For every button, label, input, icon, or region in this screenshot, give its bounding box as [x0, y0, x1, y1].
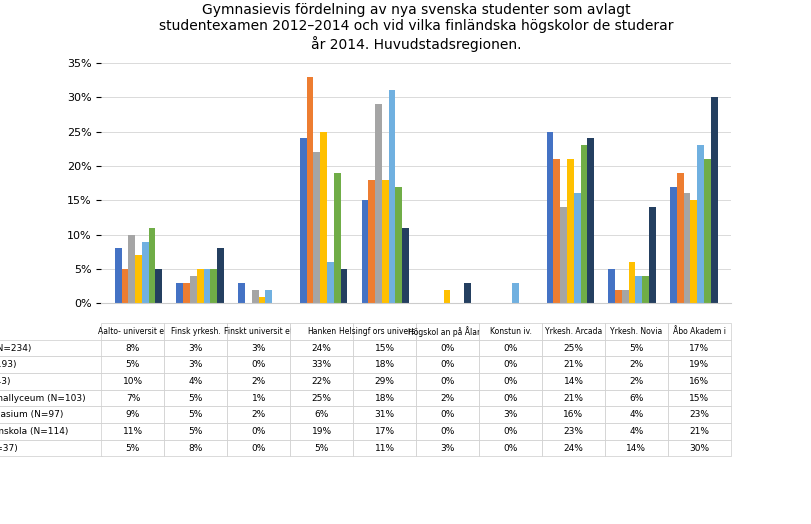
Bar [196, 269, 204, 303]
Bar [628, 262, 635, 303]
Bar [703, 159, 710, 303]
Bar [566, 159, 573, 303]
Bar [135, 255, 142, 303]
Bar [388, 90, 395, 303]
Bar [313, 152, 320, 303]
Bar [586, 138, 594, 303]
Bar [327, 262, 333, 303]
Bar [546, 132, 553, 303]
Bar [648, 207, 655, 303]
Bar [204, 269, 210, 303]
Bar [148, 228, 155, 303]
Bar [368, 180, 375, 303]
Bar [512, 283, 518, 303]
Bar [210, 269, 217, 303]
Bar [642, 276, 648, 303]
Bar [560, 207, 566, 303]
Bar [710, 97, 717, 303]
Bar [142, 242, 148, 303]
Title: Gymnasievis fördelning av nya svenska studenter som avlagt
studentexamen 2012–20: Gymnasievis fördelning av nya svenska st… [159, 3, 672, 52]
Bar [155, 269, 162, 303]
Bar [580, 145, 586, 303]
Bar [395, 187, 401, 303]
Bar [299, 138, 307, 303]
Bar [615, 290, 621, 303]
Bar [381, 180, 388, 303]
Bar [176, 283, 183, 303]
Bar [401, 228, 409, 303]
Bar [340, 269, 347, 303]
Bar [183, 283, 190, 303]
Bar [190, 276, 196, 303]
Bar [122, 269, 128, 303]
Bar [443, 290, 450, 303]
Bar [689, 200, 697, 303]
Bar [676, 173, 683, 303]
Bar [375, 104, 381, 303]
Bar [307, 77, 313, 303]
Bar [333, 173, 340, 303]
Bar [128, 235, 135, 303]
Bar [553, 159, 560, 303]
Bar [669, 187, 676, 303]
Bar [621, 290, 628, 303]
Bar [258, 297, 265, 303]
Bar [217, 248, 224, 303]
Bar [635, 276, 642, 303]
Bar [265, 290, 272, 303]
Bar [697, 145, 703, 303]
Bar [361, 200, 368, 303]
Bar [683, 193, 689, 303]
Bar [238, 283, 245, 303]
Bar [114, 248, 122, 303]
Bar [573, 193, 580, 303]
Bar [463, 283, 470, 303]
Bar [607, 269, 615, 303]
Bar [251, 290, 258, 303]
Bar [320, 132, 327, 303]
